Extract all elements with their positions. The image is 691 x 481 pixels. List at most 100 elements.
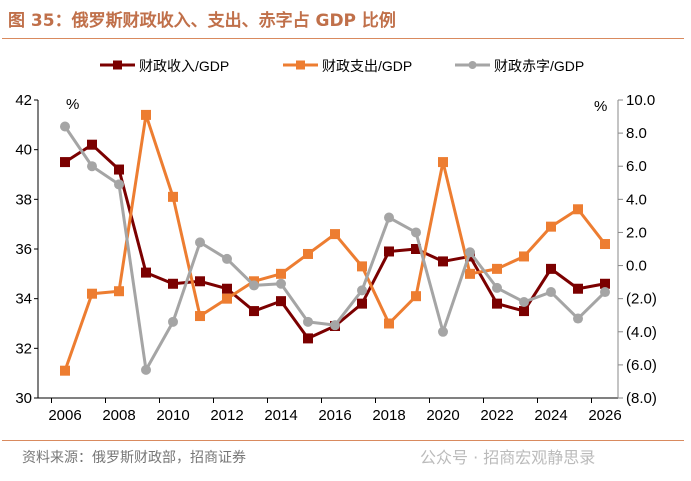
data-point-marker	[249, 280, 259, 291]
x-tick-label: 2020	[426, 407, 459, 424]
data-point-marker	[276, 296, 286, 307]
data-point-marker	[492, 298, 502, 309]
data-point-marker	[573, 283, 583, 294]
data-point-marker	[330, 229, 340, 240]
data-point-marker	[303, 333, 313, 344]
left-tick-label: 30	[15, 390, 32, 407]
x-tick-label: 2022	[480, 407, 513, 424]
left-unit-label: %	[66, 96, 79, 113]
left-tick-label: 40	[15, 142, 32, 159]
data-point-marker	[438, 157, 448, 168]
data-point-marker	[384, 318, 394, 329]
data-point-marker	[60, 365, 70, 376]
data-point-marker	[195, 311, 205, 322]
data-point-marker	[411, 244, 421, 254]
line-chart: 30 32 34 36 38 40 42 10.0 8.0 6.0 4.0 2.0 0.0 (2.0) (4…	[15, 58, 657, 424]
legend-label: 财政收入/GDP	[139, 58, 229, 74]
data-point-marker	[519, 251, 529, 262]
data-point-marker	[249, 306, 259, 317]
data-point-marker	[303, 248, 313, 259]
data-point-marker	[492, 282, 502, 293]
right-tick-label: (2.0)	[626, 291, 657, 308]
data-point-marker	[303, 316, 313, 327]
data-point-marker	[195, 276, 205, 287]
right-tick-label: 2.0	[626, 224, 647, 241]
legend-marker	[296, 60, 305, 70]
legend-marker	[468, 61, 477, 69]
x-tick-label: 2014	[264, 407, 297, 424]
x-tick-label: 2018	[372, 407, 405, 424]
data-point-marker	[600, 239, 610, 250]
data-point-marker	[411, 291, 421, 302]
left-tick-label: 32	[15, 340, 32, 357]
data-point-marker	[168, 191, 178, 202]
data-point-marker	[168, 316, 178, 327]
series-line	[63, 113, 607, 372]
data-point-marker	[60, 157, 70, 168]
series-line	[63, 125, 607, 372]
right-tick-label: 8.0	[626, 125, 647, 142]
x-tick-label: 2008	[102, 407, 135, 424]
data-point-marker	[465, 247, 475, 258]
left-tick-label: 36	[15, 241, 32, 258]
data-point-marker	[114, 286, 124, 297]
data-point-marker	[222, 293, 232, 304]
data-point-marker	[222, 283, 232, 294]
data-point-marker	[411, 227, 421, 238]
legend-marker	[113, 60, 122, 70]
watermark: 公众号 · 招商宏观静思录	[420, 448, 596, 467]
legend-label: 财政支出/GDP	[322, 58, 412, 74]
data-point-marker	[330, 320, 340, 331]
data-point-marker	[546, 263, 556, 274]
right-tick-label: 6.0	[626, 158, 647, 175]
data-point-marker	[492, 263, 502, 274]
source-note: 资料来源：俄罗斯财政部，招商证券	[22, 450, 246, 466]
data-point-marker	[519, 306, 529, 317]
data-point-marker	[141, 364, 151, 375]
data-point-marker	[600, 287, 610, 298]
data-point-marker	[276, 278, 286, 289]
left-tick-label: 38	[15, 191, 32, 208]
data-point-marker	[141, 267, 151, 278]
data-point-marker	[519, 296, 529, 307]
data-point-marker	[438, 256, 448, 267]
right-tick-label: (8.0)	[626, 390, 657, 407]
x-tick-label: 2016	[318, 407, 351, 424]
data-point-marker	[465, 268, 475, 279]
x-tick-label: 2006	[48, 407, 81, 424]
data-point-marker	[60, 121, 70, 132]
data-point-marker	[195, 237, 205, 248]
data-point-marker	[384, 212, 394, 223]
right-tick-label: (4.0)	[626, 324, 657, 341]
data-point-marker	[141, 109, 151, 120]
data-point-marker	[168, 278, 178, 289]
data-point-marker	[357, 285, 367, 296]
data-point-marker	[438, 326, 448, 337]
data-point-marker	[114, 179, 124, 190]
series-2	[60, 109, 610, 376]
left-tick-label: 34	[15, 291, 32, 308]
right-tick-label: 0.0	[626, 258, 647, 275]
right-tick-label: 4.0	[626, 191, 647, 208]
data-point-marker	[114, 164, 124, 175]
right-tick-label: (6.0)	[626, 357, 657, 374]
data-point-marker	[87, 161, 97, 172]
x-tick-label: 2010	[156, 407, 189, 424]
x-tick-label: 2024	[534, 407, 567, 424]
title-divider	[2, 38, 684, 39]
legend-label: 财政赤字/GDP	[494, 58, 584, 74]
left-tick-label: 42	[15, 92, 32, 109]
data-point-marker	[87, 288, 97, 299]
data-point-marker	[384, 246, 394, 257]
right-tick-label: 10.0	[626, 92, 655, 109]
data-point-marker	[546, 287, 556, 298]
data-point-marker	[87, 139, 97, 150]
data-point-marker	[573, 313, 583, 324]
x-tick-label: 2026	[588, 407, 621, 424]
data-point-marker	[357, 261, 367, 272]
data-point-marker	[357, 298, 367, 309]
data-point-marker	[276, 268, 286, 279]
data-point-marker	[222, 253, 232, 264]
x-tick-label: 2012	[210, 407, 243, 424]
